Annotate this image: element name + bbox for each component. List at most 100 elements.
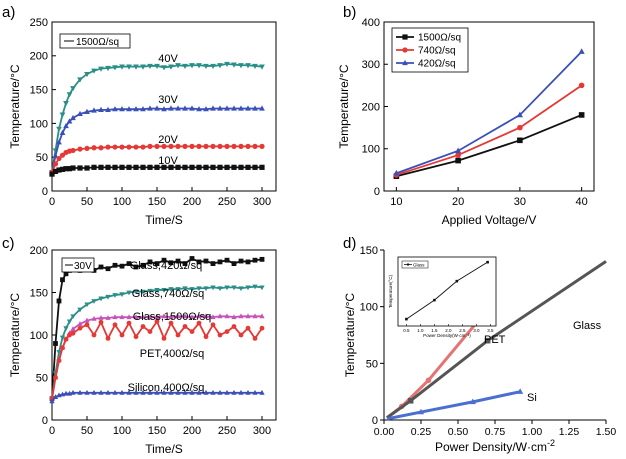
panel-c-data-point <box>175 332 181 338</box>
panel-c-data-point <box>140 389 146 395</box>
panel-a-data-point <box>140 164 146 170</box>
panel-c-data-point <box>147 389 153 395</box>
panel-c-series-label: Silicon,400Ω/sq <box>128 382 205 394</box>
panel-c-data-point <box>53 375 58 380</box>
panel-c-data-point <box>238 389 244 395</box>
panel-c-data-point <box>119 332 125 338</box>
panel-a-data-point <box>182 105 188 111</box>
panel-d-x-tick-label: 0.50 <box>448 426 469 438</box>
inset-legend-box <box>401 260 429 269</box>
panel-c-data-point <box>252 336 258 341</box>
panel-a-chart: 0 50 100 150 200 250 300 0 50 100 150 200 250 Time/S T… <box>2 4 277 227</box>
panel-c-data-point <box>98 315 104 320</box>
panel-c-data-point <box>224 257 230 263</box>
panel-a-y-tick-label: 250 <box>30 17 48 29</box>
panel-c-series-label: Glass,420Ω/sq <box>130 260 202 272</box>
panel-a-data-point <box>154 63 160 70</box>
panel-c-data-point <box>210 389 216 395</box>
panel-c-y-tick-label: 150 <box>30 287 48 299</box>
panel-c-data-point <box>259 285 265 291</box>
panel-a-data-point <box>126 164 132 170</box>
panel-a-data-point <box>91 145 97 151</box>
panel-c-data-point <box>147 259 153 265</box>
panel-a-legend-label: 1500Ω/sq <box>76 37 119 48</box>
panel-a-data-point <box>77 110 83 117</box>
panel-b-y-axis-label: Temperature/°C <box>337 64 351 148</box>
panel-a-data-point <box>238 164 244 170</box>
panel-a-series-label: 30V <box>158 94 178 106</box>
panel-c-data-point <box>112 314 118 320</box>
panel-c-data-point <box>231 324 237 329</box>
panel-a-data-point <box>56 126 62 132</box>
panel-a-data-point <box>154 143 160 149</box>
panel-c-y-tick-label: 200 <box>30 245 48 257</box>
panel-c-data-point <box>189 314 195 320</box>
panel-d-x-axis-label: Power Density/W·cm-2 <box>435 438 555 454</box>
panel-c-data-point <box>84 322 90 328</box>
panel-c-data-point <box>147 314 153 320</box>
panel-c-data-point <box>154 261 160 266</box>
panel-c-data-point <box>168 314 174 320</box>
panel-a-y-tick-label: 50 <box>36 152 48 164</box>
panel-c-data-point <box>60 277 65 283</box>
panel-a-data-point <box>98 164 104 170</box>
panel-a-data-point <box>119 106 125 112</box>
panel-a-data-point <box>189 63 195 69</box>
panel-a-data-point <box>84 165 90 171</box>
panel-c-data-point <box>84 302 90 308</box>
panel-c-data-point <box>63 336 69 342</box>
panel-a-data-point <box>70 114 76 121</box>
panel-a-data-point <box>245 143 251 149</box>
panel-c-data-point <box>112 293 118 298</box>
panel-b-x-tick-label: 10 <box>390 196 402 208</box>
panel-c-x-tick-label: 300 <box>253 425 271 437</box>
panel-b-x-tick-label: 40 <box>576 196 588 208</box>
panel-d-series-label: PET <box>484 334 506 346</box>
panel-c-data-point <box>119 292 125 298</box>
panel-a-y-tick-label: 100 <box>30 118 48 130</box>
panel-c-data-point <box>56 358 62 363</box>
panel-a-data-point <box>91 68 97 74</box>
panel-c-data-point <box>77 389 83 395</box>
panel-a-data-point <box>91 107 97 113</box>
inset-data-point <box>455 279 459 283</box>
panel-a-data-point <box>175 143 181 149</box>
panel-c-data-point <box>161 313 167 319</box>
panel-c-data-point <box>133 314 139 320</box>
panel-c-data-point <box>119 389 125 395</box>
panel-a-data-point <box>175 105 181 111</box>
panel-a-data-point <box>189 164 195 170</box>
panel-c-series-line <box>51 285 263 399</box>
panel-a-data-point <box>252 164 258 170</box>
panel-a-data-point <box>140 144 146 150</box>
panel-a-data-point <box>259 143 265 149</box>
panel-a-data-point <box>56 167 62 173</box>
panel-c-data-point <box>259 313 265 319</box>
panel-c-data-point <box>98 296 104 302</box>
panel-a-data-point <box>59 152 66 158</box>
panel-c-data-point <box>119 263 125 269</box>
panel-a-data-point <box>66 166 73 172</box>
panel-a-data-point <box>210 164 216 170</box>
panel-a-data-point <box>189 105 195 111</box>
panel-c-data-point <box>175 287 181 292</box>
panel-c-data-point <box>140 324 146 329</box>
panel-a-data-point <box>52 168 59 174</box>
panel-c-data-point <box>217 389 223 395</box>
panel-a-data-point <box>217 143 223 149</box>
panel-c-data-point <box>154 288 160 293</box>
panel-a-data-point <box>245 63 251 69</box>
panel-a-data-point <box>105 65 111 72</box>
panel-d-x-tick-label: 1.50 <box>596 426 617 438</box>
panel-c-data-point <box>154 319 160 324</box>
panel-a-data-point <box>105 144 111 150</box>
panel-c-data-point <box>168 260 174 266</box>
panel-d-data-point <box>417 408 425 415</box>
panel-c-data-point <box>133 289 139 295</box>
panel-a-data-point <box>245 105 251 111</box>
panel-c-data-point <box>238 332 244 338</box>
panel-b-panel-label: b) <box>343 4 356 21</box>
panel-c-data-point <box>105 294 111 300</box>
panel-b-x-tick-label: 30 <box>514 196 526 208</box>
panel-c-data-point <box>161 336 167 341</box>
